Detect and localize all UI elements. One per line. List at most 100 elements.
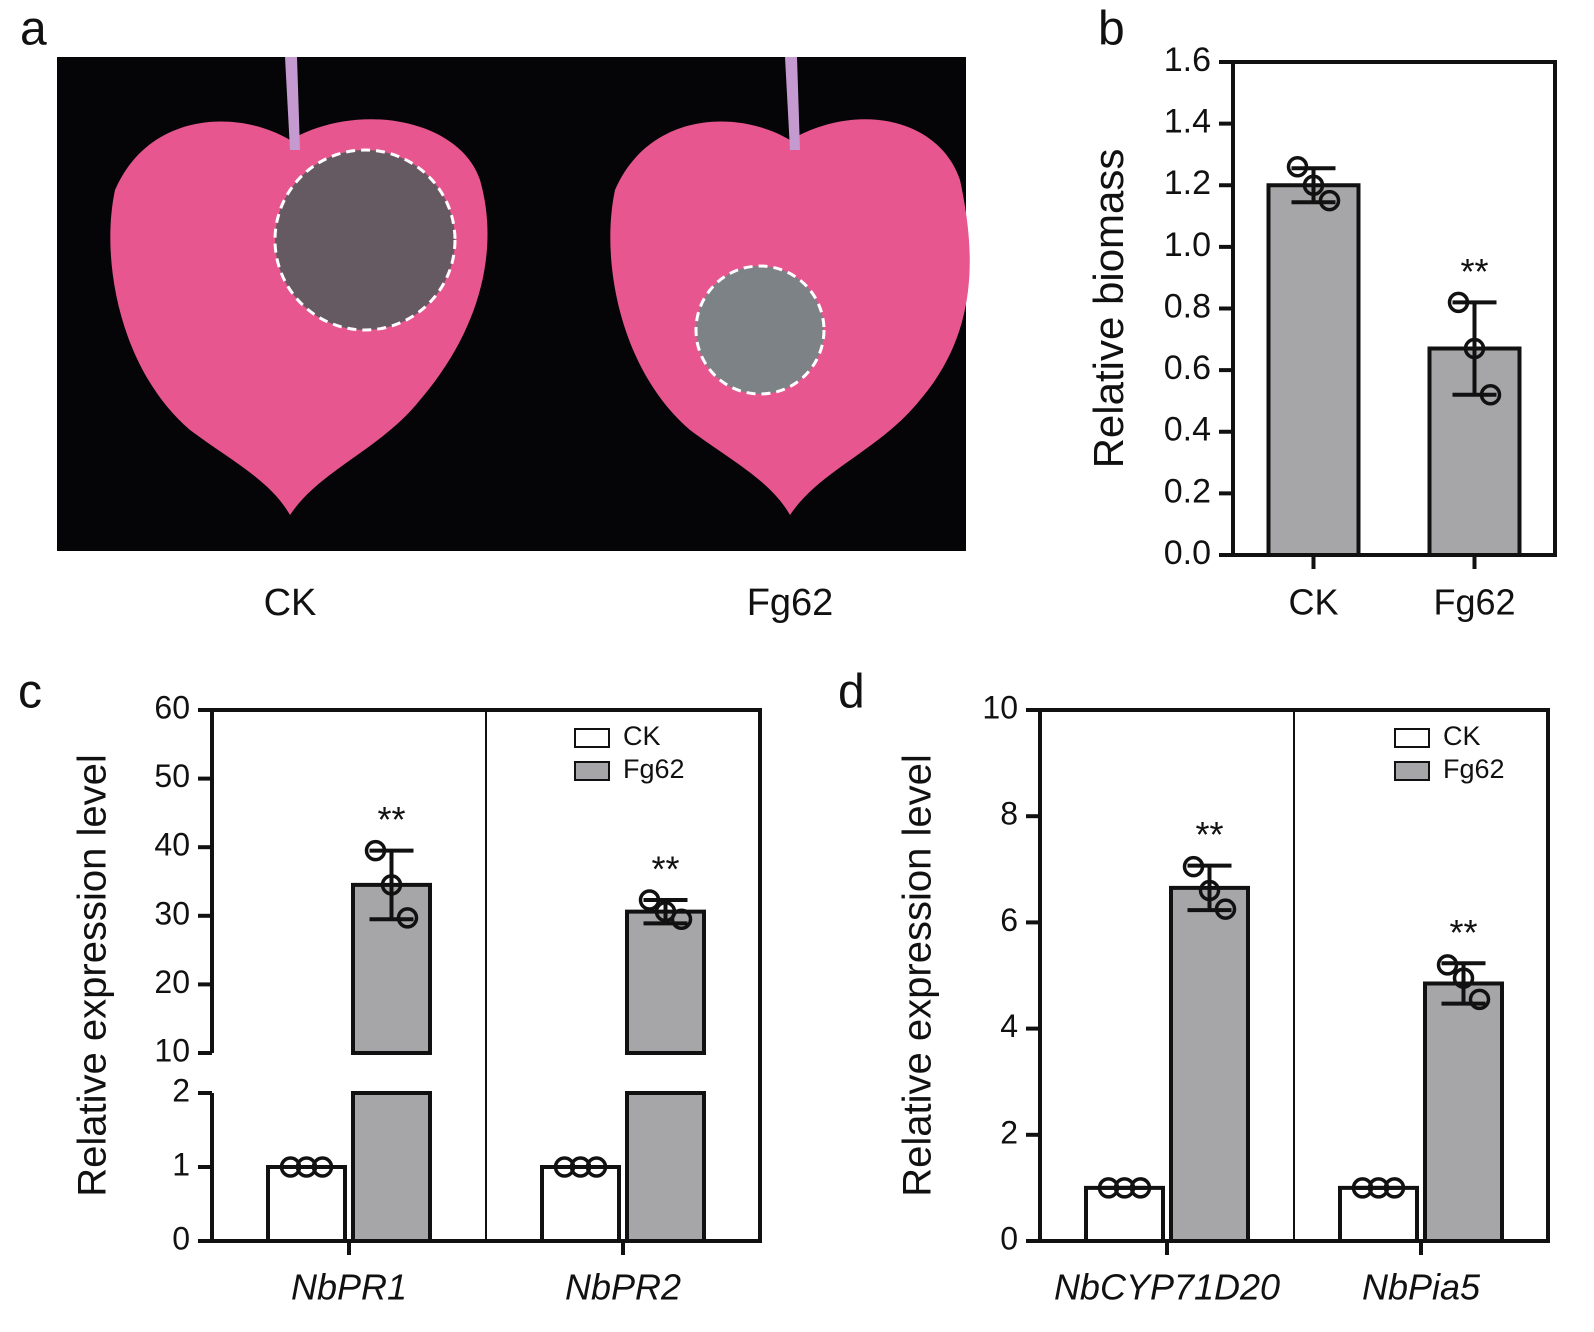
data-point bbox=[279, 1156, 302, 1178]
data-point bbox=[1436, 954, 1459, 976]
leaf-stem bbox=[785, 57, 800, 150]
bar bbox=[1169, 885, 1250, 1243]
panel-label: c bbox=[18, 666, 42, 719]
data-point bbox=[585, 1156, 608, 1178]
y-tick-label: 1.2 bbox=[1164, 164, 1211, 202]
data-point bbox=[1383, 1177, 1406, 1199]
y-tick-label: 60 bbox=[154, 689, 190, 725]
y-tick-label: 2 bbox=[1000, 1114, 1018, 1150]
y-axis-label: Relative expression level bbox=[896, 754, 940, 1196]
bar bbox=[351, 882, 432, 1243]
y-tick-label: 30 bbox=[154, 895, 190, 931]
y-tick-label: 0.4 bbox=[1164, 411, 1211, 449]
leaf-photo bbox=[57, 57, 970, 551]
data-point bbox=[396, 907, 419, 929]
y-tick-label: 40 bbox=[154, 827, 190, 863]
bar bbox=[266, 1165, 347, 1243]
photo-caption: Fg62 bbox=[747, 582, 834, 624]
leaf-stem bbox=[285, 57, 300, 150]
y-tick-label: 2 bbox=[172, 1072, 190, 1108]
panel-label: b bbox=[1098, 3, 1125, 56]
legend-swatch bbox=[574, 761, 610, 781]
y-tick-label: 8 bbox=[1000, 796, 1018, 832]
y-axis-label: Relative biomass bbox=[1085, 149, 1132, 469]
x-tick-label: NbPia5 bbox=[1362, 1267, 1481, 1308]
y-tick-label: 10 bbox=[154, 1032, 190, 1068]
y-tick-label: 1 bbox=[172, 1146, 190, 1182]
y-tick-label: 4 bbox=[1000, 1008, 1018, 1044]
significance: ** bbox=[377, 799, 405, 840]
legend-label: CK bbox=[1443, 721, 1481, 751]
y-tick-label: 50 bbox=[154, 758, 190, 794]
data-point bbox=[1302, 174, 1325, 196]
y-tick-label: 0 bbox=[172, 1220, 190, 1256]
y-tick-label: 1.4 bbox=[1164, 103, 1211, 141]
data-point bbox=[1214, 898, 1237, 920]
data-point bbox=[1452, 967, 1475, 989]
significance: ** bbox=[1449, 912, 1477, 953]
significance: ** bbox=[651, 849, 679, 890]
x-tick-label: Fg62 bbox=[1433, 582, 1515, 623]
photo-caption: CK bbox=[264, 582, 317, 624]
data-point bbox=[295, 1156, 318, 1178]
data-point bbox=[569, 1156, 592, 1178]
data-point bbox=[1286, 156, 1309, 178]
legend-swatch bbox=[574, 728, 610, 748]
significance: ** bbox=[1195, 814, 1223, 855]
error-bar bbox=[1452, 300, 1497, 397]
x-tick-label: NbPR1 bbox=[291, 1267, 407, 1308]
legend-swatch bbox=[1394, 761, 1430, 781]
data-point bbox=[311, 1156, 334, 1178]
bar bbox=[1266, 183, 1361, 557]
y-tick-label: 10 bbox=[982, 689, 1018, 725]
data-point bbox=[1351, 1177, 1374, 1199]
error-bar bbox=[369, 848, 414, 922]
data-point bbox=[1367, 1177, 1390, 1199]
data-point bbox=[1113, 1177, 1136, 1199]
legend-swatch bbox=[1394, 728, 1430, 748]
y-axis-label: Relative expression level bbox=[71, 754, 115, 1196]
data-point bbox=[1097, 1177, 1120, 1199]
bar bbox=[1084, 1185, 1165, 1243]
data-point bbox=[380, 874, 403, 896]
x-tick-label: CK bbox=[1288, 582, 1338, 623]
data-point bbox=[1182, 855, 1205, 878]
data-point bbox=[364, 839, 387, 862]
y-tick-label: 20 bbox=[154, 964, 190, 1000]
y-tick-label: 0.2 bbox=[1164, 472, 1211, 510]
y-tick-label: 1.0 bbox=[1164, 226, 1211, 264]
data-point bbox=[1198, 879, 1221, 902]
error-bar bbox=[1187, 863, 1232, 913]
data-point bbox=[553, 1156, 576, 1178]
error-bar bbox=[1291, 166, 1336, 205]
y-tick-label: 0.6 bbox=[1164, 349, 1211, 387]
bar bbox=[540, 1165, 621, 1243]
lesion-outline bbox=[273, 148, 457, 332]
y-tick-label: 1.6 bbox=[1164, 41, 1211, 79]
lesion bbox=[696, 266, 824, 394]
bar bbox=[1423, 981, 1504, 1243]
y-tick-label: 0 bbox=[1000, 1220, 1018, 1256]
significance: ** bbox=[1460, 251, 1488, 292]
lesion-outline bbox=[694, 264, 826, 396]
lesion bbox=[275, 150, 455, 330]
data-point bbox=[670, 908, 693, 930]
panel-label: a bbox=[20, 3, 47, 56]
data-point bbox=[1479, 384, 1502, 406]
legend-label: Fg62 bbox=[1443, 754, 1505, 784]
y-tick-label: 0.0 bbox=[1164, 534, 1211, 572]
data-point bbox=[1318, 189, 1341, 212]
data-point bbox=[638, 889, 661, 911]
x-tick-label: NbPR2 bbox=[565, 1267, 681, 1308]
data-point bbox=[1447, 291, 1470, 314]
bar bbox=[1338, 1185, 1419, 1243]
y-tick-label: 6 bbox=[1000, 902, 1018, 938]
data-point bbox=[1468, 988, 1491, 1011]
data-point bbox=[1463, 337, 1486, 360]
legend-label: CK bbox=[623, 721, 661, 751]
data-point bbox=[1129, 1177, 1152, 1199]
x-tick-label: NbCYP71D20 bbox=[1054, 1267, 1280, 1308]
panel-label: d bbox=[838, 666, 865, 719]
y-tick-label: 0.8 bbox=[1164, 287, 1211, 325]
